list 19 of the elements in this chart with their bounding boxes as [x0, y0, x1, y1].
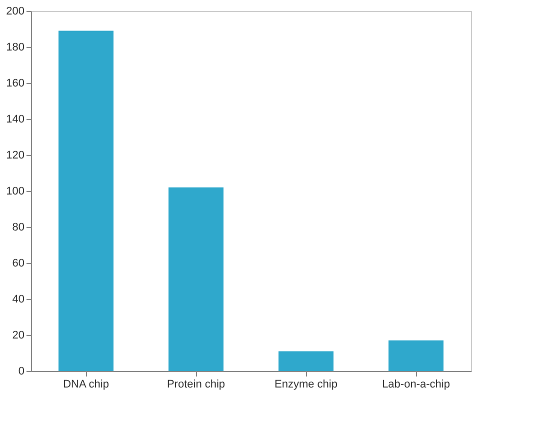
- y-tick-label: 20: [12, 330, 24, 342]
- x-tick-label: Enzyme chip: [274, 378, 338, 390]
- bar: [58, 30, 114, 371]
- x-tick-label: Lab-on-a-chip: [382, 378, 450, 390]
- y-tick-label: 0: [18, 366, 24, 378]
- y-tick-label: 60: [12, 258, 24, 270]
- x-tick-label: Protein chip: [166, 378, 226, 390]
- bar: [168, 187, 224, 371]
- x-tick-label: DNA chip: [63, 378, 109, 390]
- y-tick-label: 160: [6, 78, 24, 90]
- y-tick-label: 100: [6, 186, 24, 198]
- bar: [278, 351, 334, 371]
- y-tick-label: 180: [6, 42, 24, 54]
- y-tick-label: 120: [6, 150, 24, 162]
- y-tick-label: 80: [12, 222, 24, 234]
- bar: [388, 340, 444, 371]
- y-tick-label: 140: [6, 114, 24, 126]
- y-tick-label: 40: [12, 294, 24, 306]
- y-tick-label: 200: [6, 6, 24, 18]
